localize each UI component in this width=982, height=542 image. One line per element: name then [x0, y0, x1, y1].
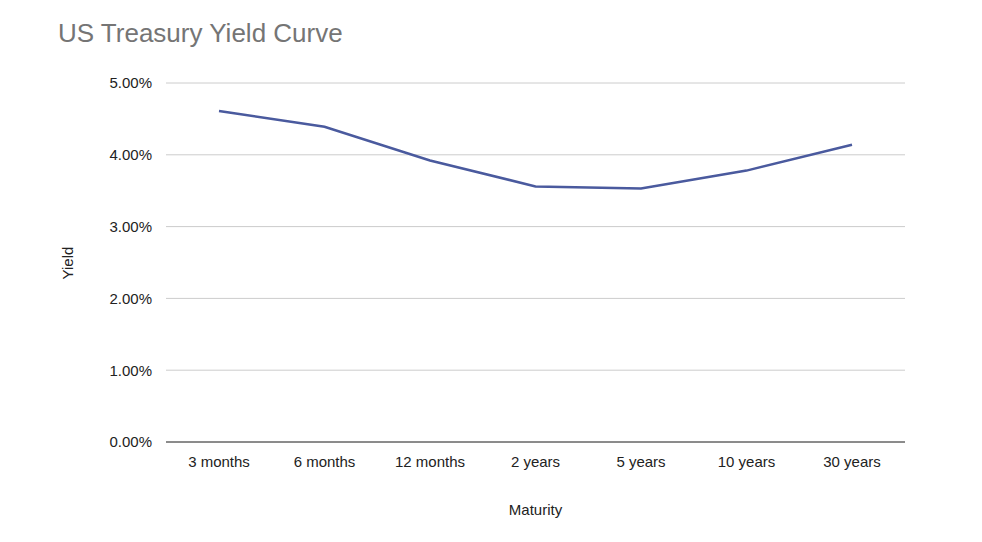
svg-text:4.00%: 4.00% — [109, 146, 152, 163]
svg-text:1.00%: 1.00% — [109, 362, 152, 379]
svg-text:30 years: 30 years — [823, 453, 881, 470]
html-text:US Treasury Yield Curve: US Treasury Yield Curve — [58, 18, 343, 48]
svg-text:0.00%: 0.00% — [109, 433, 152, 450]
svg-text:6 months: 6 months — [294, 453, 356, 470]
html-text:Maturity: Maturity — [508, 501, 563, 518]
svg-text:12 months: 12 months — [395, 453, 465, 470]
svg-text:5 years: 5 years — [616, 453, 665, 470]
html-text:Yield: Yield — [59, 246, 76, 279]
svg-text:2 years: 2 years — [511, 453, 560, 470]
svg-text:10 years: 10 years — [718, 453, 776, 470]
svg-text:3.00%: 3.00% — [109, 218, 152, 235]
svg-text:2.00%: 2.00% — [109, 290, 152, 307]
svg-text:5.00%: 5.00% — [109, 74, 152, 91]
svg-text:3 months: 3 months — [188, 453, 250, 470]
